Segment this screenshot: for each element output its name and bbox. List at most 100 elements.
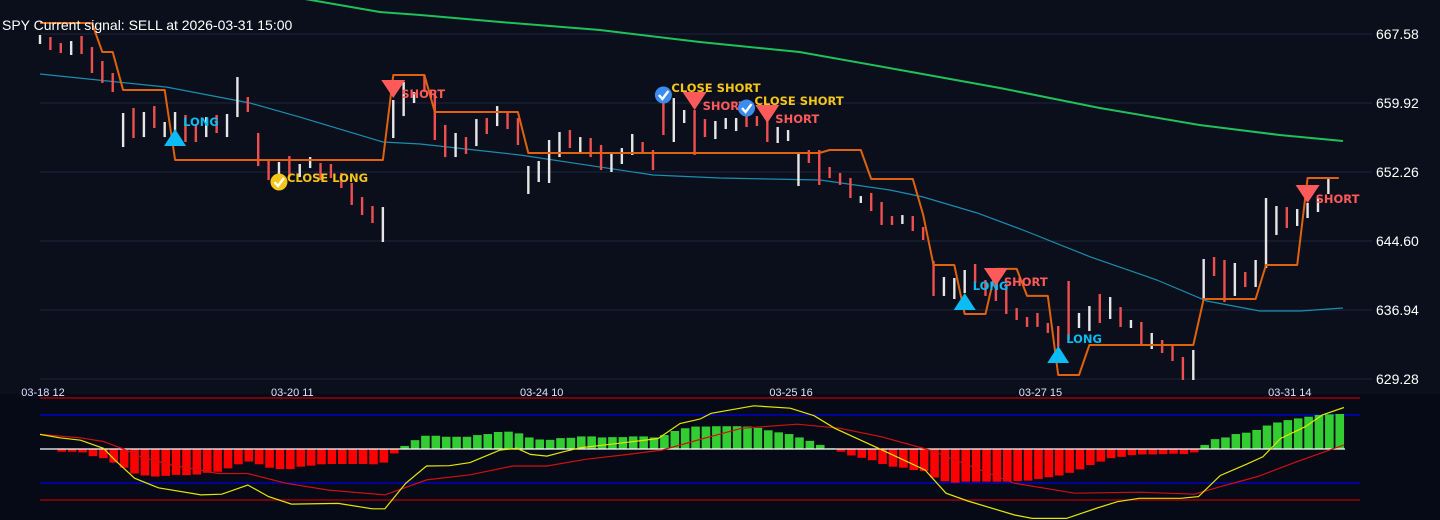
histogram-bar-positive — [639, 436, 648, 449]
histogram-bar-positive — [753, 427, 763, 449]
histogram-bar-positive — [431, 435, 441, 449]
checkmark-circle-icon — [270, 173, 288, 191]
candle-down — [256, 132, 260, 167]
candle-down — [838, 172, 842, 185]
histogram-bar-positive — [1273, 422, 1282, 449]
candle-up — [1233, 262, 1237, 296]
histogram-bar-positive — [556, 438, 565, 449]
x-tick-label: 03-31 14 — [1268, 387, 1311, 399]
candle-up — [1192, 349, 1195, 380]
candle-up — [963, 270, 966, 293]
candle-down — [870, 192, 873, 212]
candle-down — [693, 110, 696, 155]
histogram-bar-negative — [275, 449, 285, 470]
histogram-bar-positive — [680, 428, 690, 449]
candle-up — [797, 152, 800, 186]
histogram-bar-negative — [99, 449, 108, 459]
candle-up — [173, 112, 177, 135]
histogram-bar-positive — [587, 436, 596, 449]
histogram-bar-negative — [1065, 449, 1074, 473]
y-tick-label: 667.58 — [1376, 26, 1419, 42]
candle-down — [662, 94, 665, 135]
signal-label: SHORT — [703, 99, 747, 113]
histogram-bar-negative — [951, 449, 960, 483]
histogram-bar-negative — [899, 449, 908, 468]
candle-up — [610, 153, 613, 172]
candle-down — [132, 108, 135, 139]
histogram-bar-negative — [1075, 449, 1085, 470]
signal-long: LONG — [953, 279, 1008, 310]
x-tick-label: 03-20 11 — [271, 387, 314, 399]
candle-down — [49, 37, 52, 51]
candle-down — [1171, 346, 1174, 361]
candle-up — [1150, 332, 1153, 350]
histogram-bar-negative — [358, 449, 368, 464]
x-tick-label: 03-25 16 — [769, 387, 812, 399]
histogram-bar-negative — [223, 449, 233, 469]
candle-down — [1160, 339, 1164, 353]
histogram-bar-negative — [1117, 449, 1126, 457]
checkmark-icon — [741, 103, 753, 114]
histogram-bar-negative — [909, 449, 919, 471]
candle-down — [1098, 293, 1101, 323]
histogram-bar-positive — [441, 436, 451, 449]
candle-down — [111, 73, 114, 93]
candle-down — [1025, 317, 1029, 327]
histogram-bar-negative — [867, 449, 877, 461]
histogram-bar-negative — [244, 449, 254, 462]
checkmark-icon — [273, 177, 285, 188]
signal-label: LONG — [183, 115, 219, 129]
y-tick-label: 629.28 — [1376, 371, 1419, 387]
histogram-bar-negative — [296, 449, 306, 467]
candle-up — [402, 82, 405, 117]
y-tick-label: 659.92 — [1376, 95, 1419, 111]
histogram-bar-positive — [670, 430, 680, 449]
histogram-bar-positive — [764, 430, 773, 449]
histogram-bar-negative — [192, 449, 202, 475]
histogram-bar-positive — [784, 434, 794, 449]
signal-long: LONG — [164, 115, 219, 147]
candle-down — [1015, 308, 1018, 320]
histogram-bar-positive — [525, 437, 534, 449]
histogram-bar-negative — [389, 449, 399, 454]
histogram-bar-negative — [202, 449, 212, 473]
candle-down — [90, 47, 94, 74]
candle-down — [464, 137, 468, 154]
oscillator-panel — [39, 397, 1360, 520]
histogram-bar-negative — [182, 449, 191, 476]
candle-up — [942, 277, 946, 296]
candle-up — [38, 34, 42, 44]
histogram-bar-negative — [348, 449, 357, 464]
candle-down — [755, 116, 759, 127]
short-arrow-down-icon — [1295, 184, 1320, 203]
candle-up — [1295, 209, 1299, 226]
histogram-bar-negative — [1138, 449, 1147, 455]
candle-down — [1244, 271, 1247, 288]
signal-label: SHORT — [1004, 275, 1048, 289]
candle-down — [516, 118, 520, 145]
histogram-bar-positive — [1262, 425, 1272, 449]
histogram-bar-positive — [504, 431, 513, 449]
candles — [38, 34, 1330, 380]
histogram-bar-negative — [1169, 449, 1178, 454]
histogram-bar-positive — [628, 436, 638, 449]
candle-up — [308, 157, 312, 169]
histogram-bar-positive — [1241, 432, 1251, 449]
candle-up — [859, 196, 863, 203]
histogram-bar-negative — [1023, 449, 1033, 481]
signal-close-long: CLOSE LONG — [270, 171, 368, 191]
histogram-bar-negative — [88, 449, 98, 457]
candle-up — [1077, 312, 1081, 329]
candle-down — [921, 227, 925, 241]
candle-up — [1275, 206, 1278, 235]
candle-up — [121, 112, 125, 148]
candle-down — [485, 118, 488, 134]
histogram-bar-positive — [660, 435, 669, 449]
histogram-bar-negative — [971, 449, 981, 482]
signal-close-short: CLOSE SHORT — [738, 94, 844, 117]
candle-up — [1129, 319, 1133, 329]
histogram-bar-negative — [1148, 449, 1158, 455]
histogram-bar-negative — [982, 449, 991, 482]
